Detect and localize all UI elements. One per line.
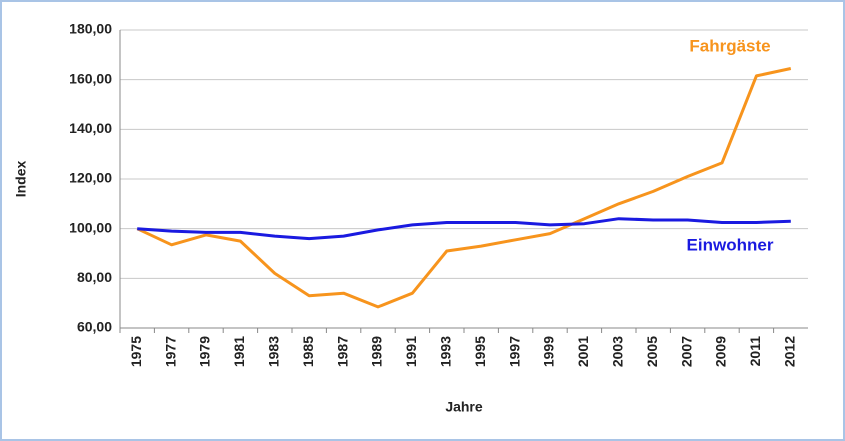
x-tick-label: 2001	[575, 336, 591, 367]
x-tick-label: 1983	[266, 336, 282, 367]
y-tick-label: 60,00	[77, 319, 112, 335]
y-tick-label: 180,00	[69, 21, 112, 37]
x-tick-label: 1979	[197, 336, 213, 367]
x-tick-label: 2012	[782, 336, 798, 367]
y-tick-label: 120,00	[69, 170, 112, 186]
x-tick-label: 1987	[334, 336, 350, 367]
x-tick-label: 2009	[713, 336, 729, 367]
x-tick-label: 2011	[747, 336, 763, 367]
y-axis-label: Index	[13, 161, 29, 198]
x-tick-label: 1997	[506, 336, 522, 367]
series-line	[136, 67, 792, 309]
x-tick-label: 2007	[678, 336, 694, 367]
y-tick-label: 80,00	[77, 269, 112, 285]
x-axis-label: Jahre	[445, 399, 483, 415]
y-tick-label: 100,00	[69, 219, 112, 235]
series-label: Fahrgäste	[689, 36, 770, 55]
x-tick-label: 1993	[438, 336, 454, 367]
x-tick-label: 1977	[162, 336, 178, 367]
x-tick-label: 1995	[472, 336, 488, 367]
y-tick-label: 160,00	[69, 70, 112, 86]
x-tick-label: 1991	[403, 336, 419, 367]
series-label: Einwohner	[687, 235, 774, 254]
x-tick-label: 1999	[541, 336, 557, 367]
series-line	[137, 217, 791, 241]
x-tick-label: 2003	[610, 336, 626, 367]
x-tick-label: 2005	[644, 336, 660, 367]
x-tick-label: 1985	[300, 336, 316, 367]
x-tick-label: 1975	[128, 336, 144, 367]
x-tick-label: 1981	[231, 336, 247, 367]
x-tick-label: 1989	[369, 336, 385, 367]
y-tick-label: 140,00	[69, 120, 112, 136]
